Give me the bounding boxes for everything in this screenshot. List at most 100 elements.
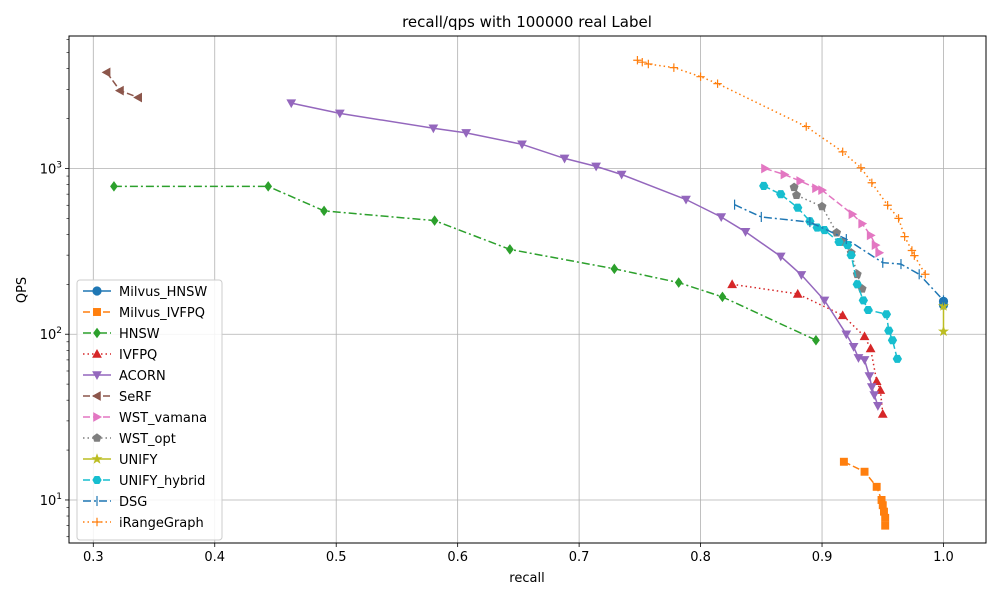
data-point: [842, 241, 853, 250]
data-point: [638, 57, 647, 67]
data-point: [818, 185, 828, 196]
data-point: [873, 402, 883, 411]
data-point: [841, 330, 852, 340]
data-point: [110, 181, 118, 192]
data-point: [872, 482, 881, 491]
data-point: [812, 334, 820, 346]
legend-label: HNSW: [119, 327, 160, 342]
plot-frame: [68, 35, 987, 544]
y-tick-label: 102: [40, 326, 62, 343]
legend-entry: IVFPQ: [83, 348, 157, 363]
legend-marker: [92, 475, 102, 485]
data-point: [866, 230, 876, 241]
series-IVFPQ: [727, 279, 888, 418]
data-point: [869, 391, 880, 400]
legend-entry: Milvus_HNSW: [83, 285, 207, 300]
data-point: [761, 163, 770, 174]
data-point: [881, 310, 892, 319]
data-point: [907, 246, 917, 255]
legend-label: Milvus_IVFPQ: [119, 306, 205, 321]
data-point: [867, 178, 877, 187]
legend-marker: [92, 286, 102, 296]
x-tick-label: 0.7: [569, 550, 590, 565]
data-point: [846, 251, 856, 260]
data-point: [428, 124, 439, 134]
data-point: [716, 213, 727, 222]
data-point: [286, 99, 297, 109]
legend-entry: HNSW: [83, 327, 160, 342]
series-line: [764, 167, 880, 254]
data-point: [871, 240, 881, 250]
data-point: [878, 501, 887, 510]
legend-marker: [92, 517, 102, 527]
x-tick-label: 0.9: [812, 550, 833, 565]
legend-marker: [93, 412, 103, 422]
data-point: [817, 201, 827, 211]
legend-box: [76, 279, 223, 541]
x-tick-label: 0.4: [204, 550, 225, 565]
y-tick-base: 10: [40, 162, 57, 177]
series-WST_vamana: [761, 163, 885, 258]
data-point: [883, 201, 892, 210]
data-point: [674, 277, 683, 288]
chart-title: recall/qps with 100000 real Label: [402, 13, 652, 31]
y-tick-base: 10: [40, 494, 57, 509]
data-point: [856, 163, 866, 172]
data-point: [796, 271, 807, 280]
legend: Milvus_HNSW Milvus_IVFPQ HNSW IVFPQ ACORN SeR…: [76, 279, 223, 541]
data-point: [881, 521, 890, 530]
data-point: [802, 122, 811, 131]
legend-label: Milvus_HNSW: [119, 285, 207, 300]
data-point: [852, 280, 862, 289]
series-SeRF: [101, 67, 142, 103]
data-point: [789, 182, 799, 192]
data-point: [848, 209, 858, 220]
legend-marker: [92, 348, 102, 358]
data-point: [884, 326, 894, 335]
data-point: [559, 154, 570, 164]
x-tick-label: 0.8: [690, 550, 711, 565]
data-point: [616, 170, 627, 180]
data-point: [858, 296, 868, 305]
data-point: [859, 356, 870, 365]
x-tick-label: 0.3: [83, 550, 104, 565]
data-point: [133, 92, 142, 103]
data-point: [877, 409, 888, 418]
data-point: [921, 270, 930, 279]
x-tick-label: 0.5: [326, 550, 347, 565]
legend-entry: iRangeGraph: [83, 516, 204, 531]
y-tick-label: 103: [40, 160, 62, 177]
series-WST_opt: [789, 182, 867, 293]
series-iRangeGraph: [633, 56, 930, 279]
data-point: [696, 72, 705, 81]
data-point: [633, 56, 642, 65]
y-tick-exponent: 1: [56, 492, 62, 502]
series-HNSW: [110, 181, 820, 346]
data-point: [681, 195, 691, 205]
data-point: [430, 215, 439, 226]
data-point: [776, 190, 786, 199]
legend-label: WST_opt: [119, 432, 176, 447]
data-point: [937, 300, 950, 311]
series-line: [732, 283, 884, 415]
legend-label: WST_vamana: [119, 411, 207, 426]
series-line: [291, 102, 879, 407]
series-line: [637, 59, 926, 275]
x-tick-label: 0.6: [447, 550, 468, 565]
legend-entry: WST_vamana: [83, 411, 207, 426]
data-point: [796, 176, 806, 186]
data-point: [506, 244, 514, 255]
series-line: [734, 204, 945, 301]
legend-marker: [93, 308, 101, 316]
legend-marker: [92, 433, 102, 442]
legend-entry: UNIFY_hybrid: [83, 474, 205, 489]
data-point: [740, 228, 751, 237]
x-axis-label: recall: [509, 571, 544, 586]
data-point: [793, 203, 803, 212]
data-point: [819, 296, 830, 306]
series-ACORN: [286, 99, 883, 411]
data-point: [461, 129, 472, 138]
data-point: [937, 325, 950, 337]
data-point: [610, 263, 619, 275]
